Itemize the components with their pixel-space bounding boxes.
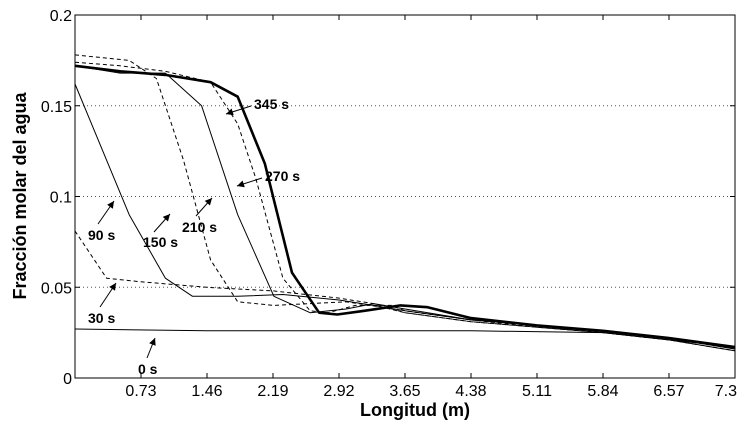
x-tick-label: 0.73 — [125, 383, 156, 400]
series-label-arrows — [97, 105, 263, 359]
y-axis-title: Fracción molar del agua — [10, 91, 30, 299]
series-label: 30 s — [88, 310, 115, 326]
series-label: 210 s — [182, 219, 217, 235]
label-arrow-head — [149, 338, 156, 346]
grid-lines — [75, 105, 735, 288]
y-tick-label: 0.05 — [41, 280, 72, 297]
label-arrow-head — [162, 214, 170, 222]
series-label: 345 s — [254, 96, 289, 112]
label-arrow-head — [109, 283, 116, 291]
x-tick-label: 7.3 — [715, 383, 737, 400]
series-label: 90 s — [88, 227, 115, 243]
axis-ticks: 0.73 1.46 2.19 2.92 3.65 4.38 5.11 5.84 6.57 7.3 0… — [41, 8, 737, 400]
x-tick-label: 2.19 — [257, 383, 288, 400]
x-tick-label: 1.46 — [191, 383, 222, 400]
label-arrow-head — [237, 180, 245, 188]
x-tick-label: 3.65 — [389, 383, 420, 400]
series-lines — [74, 54, 736, 352]
x-tick-label: 2.92 — [323, 383, 354, 400]
series-line — [74, 61, 736, 352]
x-axis-title: Longitud (m) — [360, 400, 470, 420]
series-line — [74, 64, 736, 349]
series-label: 0 s — [138, 361, 158, 377]
x-tick-label: 5.84 — [587, 383, 618, 400]
y-tick-label: 0 — [63, 371, 72, 388]
y-tick-label: 0.1 — [50, 190, 72, 207]
plot-frame — [74, 14, 736, 379]
x-tick-label: 6.57 — [653, 383, 684, 400]
label-arrow-head — [226, 108, 234, 116]
x-tick-label: 4.38 — [455, 383, 486, 400]
series-label: 270 s — [265, 168, 300, 184]
series-line — [74, 328, 736, 348]
y-tick-label: 0.15 — [41, 99, 72, 116]
y-tick-label: 0.2 — [50, 8, 72, 25]
series-label: 150 s — [143, 234, 178, 250]
label-arrow-head — [107, 201, 114, 209]
x-tick-label: 5.11 — [522, 383, 552, 400]
label-arrow-head — [204, 198, 212, 206]
